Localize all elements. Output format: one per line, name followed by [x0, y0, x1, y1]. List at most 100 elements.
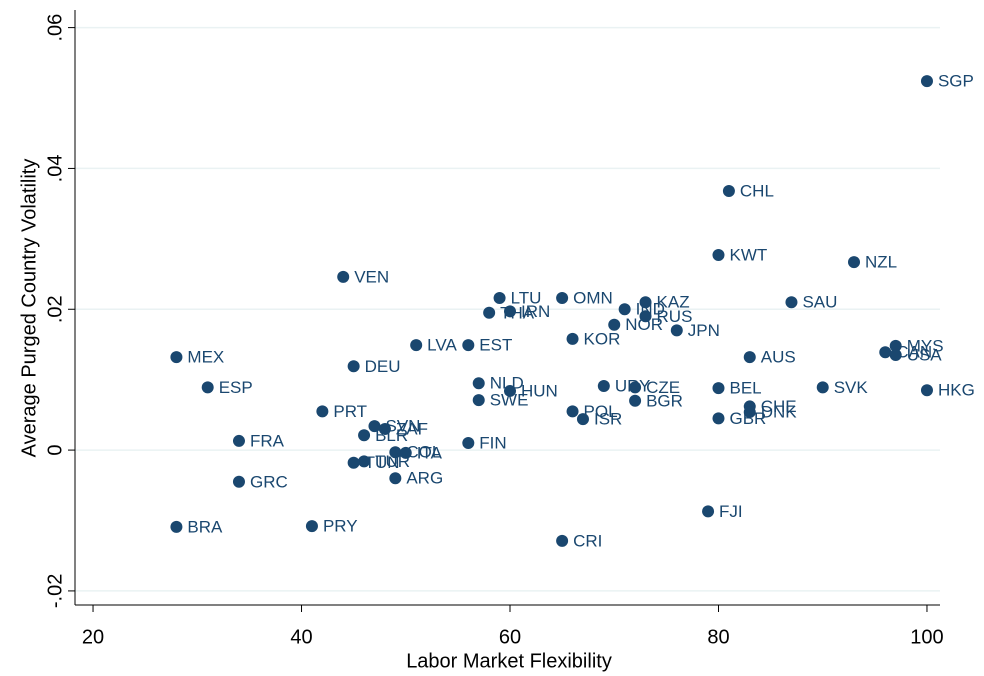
x-tick-label: 40 — [290, 626, 312, 648]
point-label: CHL — [740, 181, 774, 200]
point-label: FJI — [719, 502, 743, 521]
point — [629, 381, 642, 394]
point — [232, 434, 245, 447]
point — [337, 270, 350, 283]
point-label: RUS — [657, 307, 693, 326]
y-tick-label: .02 — [44, 295, 66, 323]
point-label: LTU — [511, 288, 542, 307]
point — [629, 394, 642, 407]
point — [347, 360, 360, 373]
point-label: NZL — [865, 253, 897, 272]
point-label: ESP — [219, 378, 253, 397]
point-label: HUN — [521, 381, 558, 400]
y-tick-label: .04 — [44, 155, 66, 183]
point — [920, 384, 933, 397]
point-label: EST — [479, 336, 512, 355]
point — [389, 446, 402, 459]
y-tick-label: 0 — [44, 445, 66, 456]
point — [368, 420, 381, 433]
point-label: DNK — [761, 403, 798, 422]
point — [566, 405, 579, 418]
point-label: PRT — [333, 402, 367, 421]
point — [816, 381, 829, 394]
point — [608, 318, 621, 331]
point — [556, 534, 569, 547]
point — [670, 324, 683, 337]
point — [785, 296, 798, 309]
point-label: SAU — [802, 293, 837, 312]
point-label: SVK — [834, 378, 869, 397]
point — [712, 382, 725, 395]
point — [504, 384, 517, 397]
point — [597, 380, 610, 393]
point — [389, 472, 402, 485]
point — [848, 256, 861, 269]
x-axis-title: Labor Market Flexibility — [406, 650, 612, 672]
point-label: BGR — [646, 391, 683, 410]
point — [556, 291, 569, 304]
point-label: TUN — [365, 453, 400, 472]
point — [712, 249, 725, 262]
point-label: GRC — [250, 472, 288, 491]
point-label: NLD — [490, 374, 524, 393]
y-axis-title: Average Purged Country Volatility — [18, 159, 40, 458]
point-label: SGP — [938, 72, 974, 91]
point — [378, 422, 391, 435]
point-label: COL — [406, 443, 441, 462]
point-label: FRA — [250, 431, 285, 450]
point-label: TUR — [375, 452, 410, 471]
point — [722, 184, 735, 197]
point — [410, 339, 423, 352]
point — [347, 456, 360, 469]
point — [639, 310, 652, 323]
point-label: SWE — [490, 391, 529, 410]
point — [462, 339, 475, 352]
point — [472, 394, 485, 407]
point-label: CRI — [573, 531, 602, 550]
y-tick-label: -.02 — [44, 574, 66, 608]
point — [316, 405, 329, 418]
x-tick-label: 100 — [910, 626, 943, 648]
point-label: POL — [584, 402, 618, 421]
x-tick-label: 20 — [82, 626, 104, 648]
point-label: USA — [907, 346, 943, 365]
point — [170, 351, 183, 364]
point-label: CAN — [896, 343, 932, 362]
point — [399, 446, 412, 459]
point-label: ZAF — [396, 419, 428, 438]
point-label: JPN — [688, 321, 720, 340]
point-label: DEU — [365, 357, 401, 376]
point — [743, 406, 756, 419]
point — [462, 437, 475, 450]
point — [576, 413, 589, 426]
point-label: VEN — [354, 267, 389, 286]
point — [472, 377, 485, 390]
point — [639, 296, 652, 309]
point — [566, 332, 579, 345]
point-label: ARG — [406, 469, 443, 488]
point — [712, 412, 725, 425]
point — [201, 381, 214, 394]
point — [483, 306, 496, 319]
point-label: KOR — [584, 329, 621, 348]
point — [702, 505, 715, 518]
point — [889, 339, 902, 352]
point-label: KAZ — [657, 293, 690, 312]
point — [743, 351, 756, 364]
point — [232, 475, 245, 488]
point — [618, 303, 631, 316]
x-tick-label: 60 — [499, 626, 521, 648]
point — [504, 305, 517, 318]
point-label: ISR — [594, 410, 622, 429]
point-label: PRY — [323, 517, 358, 536]
point-label: HKG — [938, 381, 975, 400]
point-label: AUS — [761, 348, 796, 367]
point — [358, 429, 371, 442]
point — [493, 291, 506, 304]
point — [170, 520, 183, 533]
point-label: LVA — [427, 336, 457, 355]
point-label: GBR — [729, 409, 766, 428]
y-tick-label: .06 — [44, 14, 66, 42]
point-label: BEL — [729, 379, 761, 398]
